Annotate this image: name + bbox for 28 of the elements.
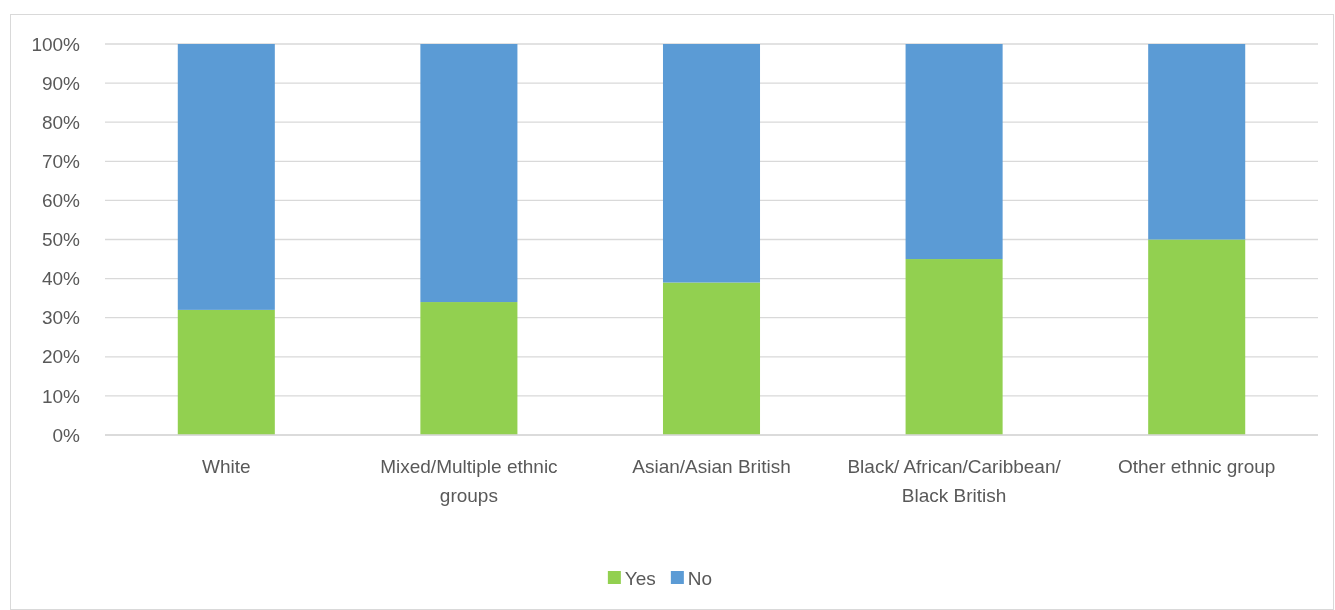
x-tick-label: Black/ African/Caribbean/Black British xyxy=(847,456,1062,506)
bar xyxy=(905,44,1003,260)
x-tick-label: Asian/Asian British xyxy=(632,456,791,477)
legend-label: Yes xyxy=(624,567,656,589)
bar xyxy=(1148,44,1246,240)
bar xyxy=(662,282,761,435)
y-tick-label: 10% xyxy=(41,385,81,407)
y-tick-label: 0% xyxy=(52,424,81,446)
bar xyxy=(177,44,275,310)
y-tick-label: 100% xyxy=(31,33,81,55)
y-tick-label: 90% xyxy=(41,72,81,94)
legend-label: No xyxy=(687,567,713,589)
bar xyxy=(420,302,518,435)
y-tick-label: 20% xyxy=(41,346,81,368)
y-tick-label: 50% xyxy=(41,229,81,251)
y-tick-label: 30% xyxy=(41,307,81,329)
y-tick-label: 40% xyxy=(41,268,81,290)
bar xyxy=(420,44,518,303)
bar xyxy=(905,259,1003,435)
y-tick-label: 70% xyxy=(41,150,81,172)
bar xyxy=(1148,239,1246,435)
x-tick-label: Other ethnic group xyxy=(1118,456,1276,477)
bar xyxy=(662,44,761,283)
y-tick-label: 80% xyxy=(41,111,81,133)
y-tick-label: 60% xyxy=(41,190,81,212)
x-tick-label: Mixed/Multiple ethnic groups xyxy=(380,456,558,506)
bar xyxy=(177,309,275,435)
x-tick-label: White xyxy=(202,456,251,477)
